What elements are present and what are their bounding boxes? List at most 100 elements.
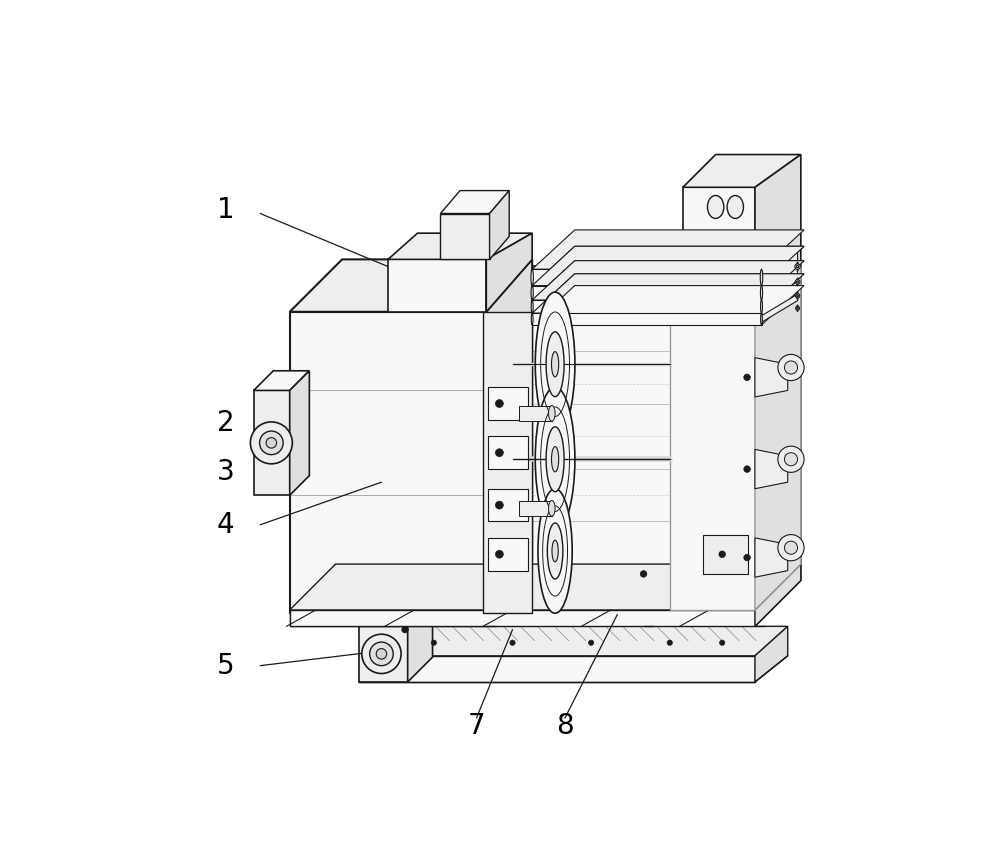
Polygon shape [755, 564, 801, 626]
Polygon shape [670, 311, 755, 610]
Ellipse shape [707, 196, 724, 219]
Ellipse shape [531, 269, 533, 286]
Ellipse shape [551, 351, 559, 377]
Polygon shape [440, 214, 490, 260]
Circle shape [250, 422, 292, 464]
Polygon shape [388, 260, 486, 311]
Circle shape [640, 571, 647, 577]
Polygon shape [703, 534, 748, 574]
Polygon shape [488, 488, 528, 522]
Polygon shape [290, 610, 486, 626]
Polygon shape [762, 294, 798, 323]
Polygon shape [762, 251, 798, 282]
Polygon shape [762, 282, 798, 310]
Polygon shape [490, 191, 509, 260]
Polygon shape [388, 233, 532, 260]
Ellipse shape [727, 196, 743, 219]
Polygon shape [532, 286, 762, 300]
Circle shape [495, 400, 503, 408]
Polygon shape [755, 266, 801, 610]
Polygon shape [488, 387, 528, 420]
Polygon shape [488, 538, 528, 571]
Polygon shape [486, 311, 755, 626]
Ellipse shape [551, 447, 559, 471]
Polygon shape [486, 266, 801, 311]
Polygon shape [488, 437, 528, 469]
Polygon shape [519, 500, 552, 517]
Circle shape [667, 640, 672, 645]
Circle shape [796, 306, 799, 310]
Polygon shape [254, 371, 309, 391]
Circle shape [784, 361, 798, 374]
Polygon shape [532, 274, 804, 313]
Polygon shape [532, 246, 804, 286]
Polygon shape [254, 391, 290, 495]
Polygon shape [440, 191, 509, 214]
Polygon shape [762, 267, 798, 297]
Circle shape [266, 437, 277, 448]
Ellipse shape [760, 269, 763, 286]
Polygon shape [532, 300, 762, 313]
Ellipse shape [797, 305, 798, 311]
Circle shape [549, 518, 555, 525]
Ellipse shape [535, 387, 575, 531]
Text: 8: 8 [556, 712, 574, 740]
Ellipse shape [549, 406, 555, 421]
Polygon shape [532, 274, 804, 313]
Polygon shape [486, 564, 532, 626]
Circle shape [797, 294, 798, 297]
Text: 5: 5 [217, 652, 234, 680]
Polygon shape [755, 626, 788, 682]
Circle shape [778, 354, 804, 380]
Polygon shape [755, 357, 788, 397]
Polygon shape [290, 260, 532, 311]
Circle shape [510, 640, 515, 645]
Polygon shape [359, 602, 433, 626]
Polygon shape [519, 406, 552, 421]
Circle shape [589, 640, 594, 645]
Circle shape [797, 307, 798, 309]
Polygon shape [408, 602, 433, 682]
Polygon shape [532, 246, 804, 286]
Polygon shape [290, 371, 309, 495]
Text: 3: 3 [217, 459, 234, 487]
Ellipse shape [797, 278, 798, 286]
Circle shape [260, 431, 283, 454]
Ellipse shape [797, 292, 798, 300]
Polygon shape [486, 260, 532, 614]
Polygon shape [290, 610, 755, 626]
Circle shape [778, 534, 804, 561]
Polygon shape [532, 286, 804, 325]
Ellipse shape [546, 427, 564, 492]
Ellipse shape [547, 523, 563, 579]
Circle shape [744, 554, 750, 561]
Circle shape [778, 446, 804, 472]
Circle shape [784, 541, 798, 554]
Polygon shape [532, 230, 804, 269]
Circle shape [402, 626, 408, 633]
Ellipse shape [797, 262, 798, 271]
Polygon shape [532, 260, 804, 300]
Circle shape [795, 264, 800, 269]
Circle shape [495, 448, 503, 457]
Ellipse shape [531, 286, 533, 300]
Circle shape [495, 551, 503, 558]
Polygon shape [532, 269, 762, 286]
Circle shape [796, 266, 799, 268]
Text: 1: 1 [217, 197, 234, 225]
Ellipse shape [538, 488, 572, 614]
Polygon shape [532, 260, 804, 300]
Ellipse shape [761, 313, 762, 325]
Ellipse shape [549, 500, 555, 517]
Text: 4: 4 [217, 511, 234, 539]
Polygon shape [290, 311, 486, 614]
Polygon shape [359, 656, 755, 682]
Polygon shape [683, 187, 755, 311]
Polygon shape [755, 266, 801, 626]
Polygon shape [532, 313, 762, 325]
Circle shape [362, 634, 401, 673]
Circle shape [744, 374, 750, 380]
Circle shape [795, 294, 800, 298]
Ellipse shape [760, 286, 763, 300]
Polygon shape [359, 626, 408, 682]
